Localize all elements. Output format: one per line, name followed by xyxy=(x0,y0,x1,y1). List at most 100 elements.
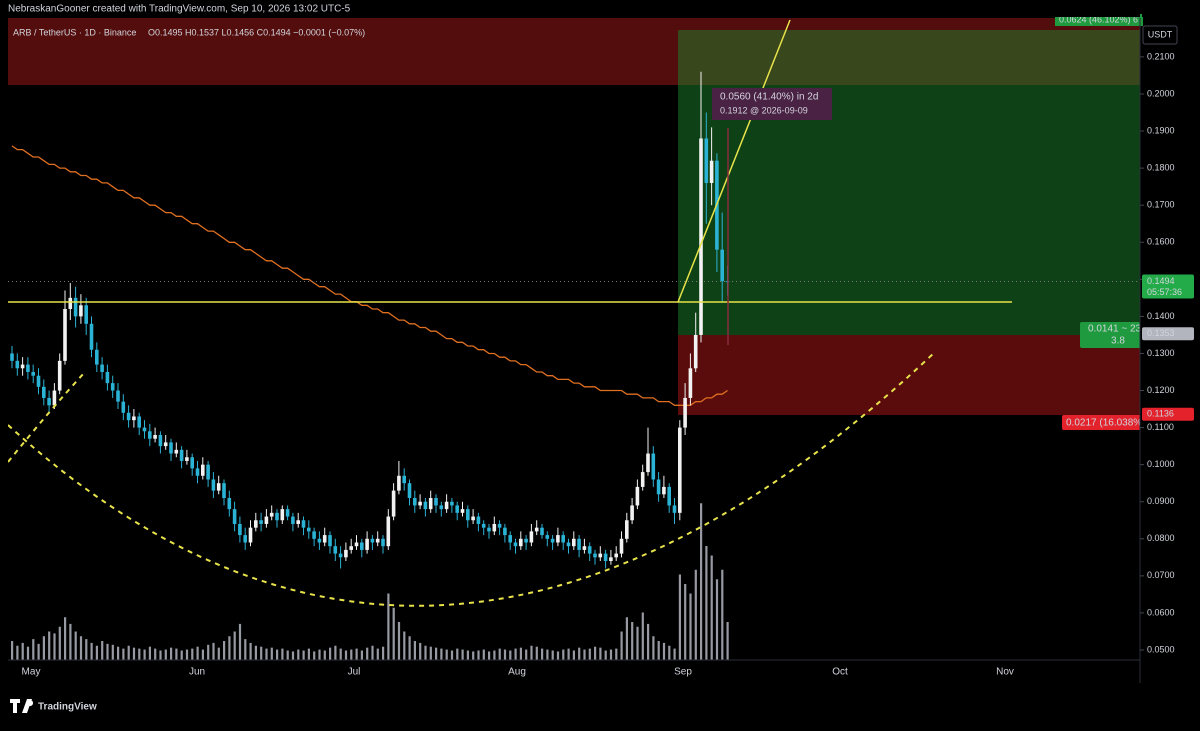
candle-body xyxy=(275,512,279,521)
target-label: 0.0624 (46.102%) 6 xyxy=(1059,14,1138,24)
candle-body xyxy=(646,453,650,473)
candle-body xyxy=(137,416,141,428)
measure-sublabel: 0.1912 @ 2026-09-09 xyxy=(720,105,808,115)
countdown: 05:57:36 xyxy=(1147,287,1182,297)
candle-body xyxy=(428,498,433,510)
volume-bar xyxy=(551,650,554,660)
volume-bar xyxy=(419,642,422,660)
volume-bar xyxy=(270,647,273,660)
candle-body xyxy=(381,538,385,547)
candle-body xyxy=(10,353,14,361)
candle-body xyxy=(466,509,470,521)
volume-bar xyxy=(175,648,178,660)
candle-body xyxy=(132,416,136,421)
y-tick-label: 0.2100 xyxy=(1147,51,1175,61)
volume-bar xyxy=(37,643,40,660)
candle-body xyxy=(402,475,406,484)
candle-body xyxy=(630,505,634,521)
candle-body xyxy=(635,486,640,506)
volume-bar xyxy=(514,648,517,660)
volume-bar xyxy=(42,636,45,660)
volume-bar xyxy=(620,631,623,660)
candle-body xyxy=(598,553,603,558)
volume-bar xyxy=(509,650,512,660)
candle-body xyxy=(439,505,444,510)
candle-body xyxy=(386,516,391,547)
candle-body xyxy=(68,297,73,309)
volume-bar xyxy=(26,646,30,660)
x-tick-label: Sep xyxy=(674,667,692,678)
drawings-back xyxy=(8,18,1140,415)
volume-bar xyxy=(599,647,602,660)
volume-bar xyxy=(265,648,268,660)
candle-body xyxy=(391,490,396,517)
candle-body xyxy=(566,542,571,547)
candle-body xyxy=(47,397,51,406)
candle-body xyxy=(656,479,661,495)
y-tick-label: 0.1000 xyxy=(1147,459,1175,469)
candle-body xyxy=(15,360,20,369)
candle-body xyxy=(354,542,359,547)
candle-body xyxy=(609,557,613,562)
volume-bar xyxy=(705,546,708,660)
candle-body xyxy=(36,375,41,387)
candle-body xyxy=(322,535,327,543)
price-tag-label: 0.1353 xyxy=(1147,328,1175,338)
volume-bar xyxy=(74,631,77,660)
volume-bar xyxy=(546,649,549,660)
candle-body xyxy=(545,535,550,539)
volume-bar xyxy=(249,642,252,660)
volume-bar xyxy=(493,650,496,660)
candle-body xyxy=(667,486,671,506)
volume-bar xyxy=(678,574,681,660)
candle-body xyxy=(269,512,274,517)
candle-body xyxy=(582,546,587,550)
candle-body xyxy=(625,520,629,539)
volume-bar xyxy=(223,641,226,660)
volume-bar xyxy=(673,648,676,660)
volume-bar xyxy=(615,648,618,660)
y-tick-label: 0.1300 xyxy=(1147,348,1175,358)
volume-bar xyxy=(154,648,157,660)
y-tick-label: 0.1800 xyxy=(1147,162,1175,172)
candle-body xyxy=(540,527,544,536)
volume-bar xyxy=(413,641,416,660)
volume-bar xyxy=(466,650,469,660)
candle-body xyxy=(307,527,311,532)
candle-body xyxy=(195,468,200,476)
candle-body xyxy=(603,553,608,562)
candle-body xyxy=(100,364,104,372)
candle-body xyxy=(254,520,258,528)
volume-bar xyxy=(276,649,279,660)
volume-bar xyxy=(201,649,204,660)
target-zone xyxy=(678,30,1140,335)
volume-bar xyxy=(138,648,141,660)
y-tick-label: 0.1600 xyxy=(1147,237,1175,247)
candle-body xyxy=(42,386,46,398)
volume-bar xyxy=(519,647,522,660)
candle-body xyxy=(105,371,110,384)
candle-body xyxy=(248,527,253,543)
price-axis: 0.0500 0.0600 0.0700 0.0800 0.0900 0.1000 0.11… xyxy=(1140,51,1194,654)
candle-body xyxy=(121,401,126,413)
candle-body xyxy=(206,464,210,480)
volume-bar xyxy=(313,651,316,660)
price-tag xyxy=(1142,274,1194,299)
candle-body xyxy=(227,498,232,510)
volume-bar xyxy=(281,648,284,660)
candle-body xyxy=(328,535,332,547)
volume-bar xyxy=(488,651,491,660)
candle-body xyxy=(126,412,131,421)
candle-body xyxy=(84,305,88,324)
candle-body xyxy=(619,538,624,554)
candle-body xyxy=(238,523,242,536)
volume-bar xyxy=(578,647,581,660)
candle-body xyxy=(693,334,698,369)
y-tick-label: 0.0500 xyxy=(1147,644,1175,654)
candle-body xyxy=(418,501,422,506)
volume-bar xyxy=(631,622,634,660)
volume-bar xyxy=(53,633,56,660)
candle-body xyxy=(481,523,486,528)
